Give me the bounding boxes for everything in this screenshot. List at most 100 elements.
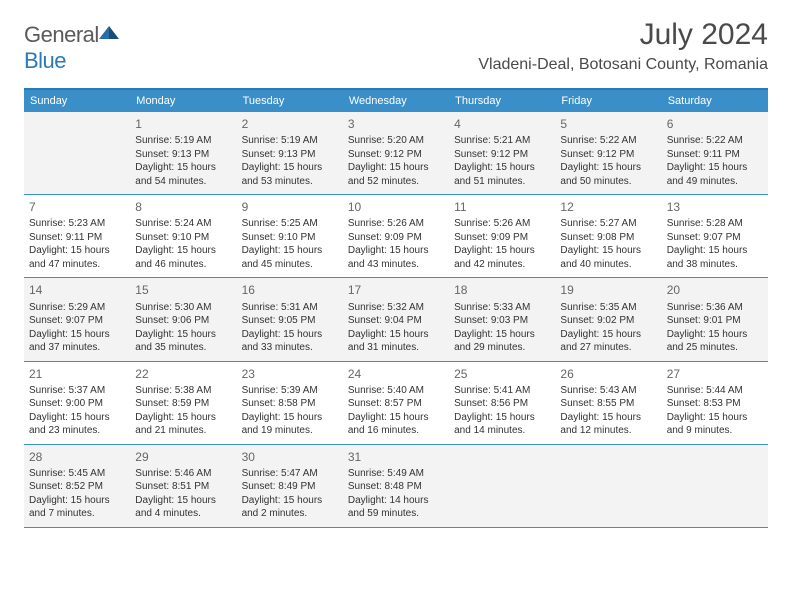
day-info-line: Sunrise: 5:26 AM (454, 217, 550, 231)
day-info-line: Sunset: 8:58 PM (242, 397, 338, 411)
day-number: 7 (29, 199, 125, 215)
day-info-line: Sunrise: 5:29 AM (29, 301, 125, 315)
calendar-day-cell: 24Sunrise: 5:40 AMSunset: 8:57 PMDayligh… (343, 361, 449, 444)
day-info-line: Daylight: 15 hours and 29 minutes. (454, 328, 550, 355)
day-info-line: Sunrise: 5:44 AM (667, 384, 763, 398)
day-info-line: Sunrise: 5:37 AM (29, 384, 125, 398)
day-number: 19 (560, 282, 656, 298)
logo-word-1: General (24, 22, 99, 47)
day-number: 12 (560, 199, 656, 215)
calendar-day-cell: 16Sunrise: 5:31 AMSunset: 9:05 PMDayligh… (237, 278, 343, 361)
day-info-line: Sunset: 8:53 PM (667, 397, 763, 411)
day-number: 24 (348, 366, 444, 382)
day-info-line: Sunset: 9:06 PM (135, 314, 231, 328)
day-info-line: Sunrise: 5:19 AM (242, 134, 338, 148)
day-info-line: Sunset: 9:10 PM (135, 231, 231, 245)
day-info-line: Sunrise: 5:33 AM (454, 301, 550, 315)
calendar-day-cell: 22Sunrise: 5:38 AMSunset: 8:59 PMDayligh… (130, 361, 236, 444)
day-info-line: Daylight: 15 hours and 38 minutes. (667, 244, 763, 271)
calendar-day-cell: 21Sunrise: 5:37 AMSunset: 9:00 PMDayligh… (24, 361, 130, 444)
day-info-line: Sunset: 9:01 PM (667, 314, 763, 328)
day-number: 20 (667, 282, 763, 298)
page-header: GeneralBlue July 2024 Vladeni-Deal, Boto… (24, 18, 768, 74)
calendar-day-cell: 31Sunrise: 5:49 AMSunset: 8:48 PMDayligh… (343, 444, 449, 527)
calendar-day-cell: 10Sunrise: 5:26 AMSunset: 9:09 PMDayligh… (343, 195, 449, 278)
logo-text: GeneralBlue (24, 22, 119, 74)
day-info-line: Daylight: 15 hours and 14 minutes. (454, 411, 550, 438)
day-info-line: Daylight: 15 hours and 25 minutes. (667, 328, 763, 355)
calendar-day-cell: 29Sunrise: 5:46 AMSunset: 8:51 PMDayligh… (130, 444, 236, 527)
day-number: 25 (454, 366, 550, 382)
day-info-line: Daylight: 15 hours and 47 minutes. (29, 244, 125, 271)
day-info-line: Sunrise: 5:35 AM (560, 301, 656, 315)
logo: GeneralBlue (24, 22, 119, 74)
day-info-line: Daylight: 15 hours and 52 minutes. (348, 161, 444, 188)
day-info-line: Sunrise: 5:27 AM (560, 217, 656, 231)
calendar-day-cell: 30Sunrise: 5:47 AMSunset: 8:49 PMDayligh… (237, 444, 343, 527)
calendar-day-cell (449, 444, 555, 527)
day-info-line: Sunset: 8:49 PM (242, 480, 338, 494)
calendar-day-cell: 8 Sunrise: 5:24 AMSunset: 9:10 PMDaylight… (130, 195, 236, 278)
day-info-line: Sunset: 9:12 PM (454, 148, 550, 162)
calendar-page: GeneralBlue July 2024 Vladeni-Deal, Boto… (0, 0, 792, 546)
day-header: Tuesday (237, 89, 343, 112)
day-number: 27 (667, 366, 763, 382)
day-info-line: Daylight: 15 hours and 12 minutes. (560, 411, 656, 438)
day-number: 28 (29, 449, 125, 465)
day-info-line: Daylight: 15 hours and 43 minutes. (348, 244, 444, 271)
day-info-line: Sunset: 9:11 PM (667, 148, 763, 162)
calendar-day-cell: 3Sunrise: 5:20 AMSunset: 9:12 PMDaylight… (343, 112, 449, 195)
day-info-line: Daylight: 15 hours and 45 minutes. (242, 244, 338, 271)
day-number: 8 (135, 199, 231, 215)
day-info-line: Daylight: 15 hours and 42 minutes. (454, 244, 550, 271)
calendar-day-cell: 13Sunrise: 5:28 AMSunset: 9:07 PMDayligh… (662, 195, 768, 278)
day-number: 29 (135, 449, 231, 465)
day-info-line: Daylight: 15 hours and 46 minutes. (135, 244, 231, 271)
location-text: Vladeni-Deal, Botosani County, Romania (478, 56, 768, 74)
day-number: 4 (454, 116, 550, 132)
day-info-line: Sunrise: 5:20 AM (348, 134, 444, 148)
calendar-day-cell: 14Sunrise: 5:29 AMSunset: 9:07 PMDayligh… (24, 278, 130, 361)
day-info-line: Sunrise: 5:24 AM (135, 217, 231, 231)
day-number: 30 (242, 449, 338, 465)
day-info-line: Daylight: 15 hours and 37 minutes. (29, 328, 125, 355)
calendar-week-row: 28Sunrise: 5:45 AMSunset: 8:52 PMDayligh… (24, 444, 768, 527)
logo-word-2: Blue (24, 48, 66, 73)
calendar-day-cell: 12Sunrise: 5:27 AMSunset: 9:08 PMDayligh… (555, 195, 661, 278)
day-number: 5 (560, 116, 656, 132)
day-info-line: Sunset: 8:59 PM (135, 397, 231, 411)
calendar-day-cell: 7Sunrise: 5:23 AMSunset: 9:11 PMDaylight… (24, 195, 130, 278)
calendar-week-row: 7Sunrise: 5:23 AMSunset: 9:11 PMDaylight… (24, 195, 768, 278)
day-number: 21 (29, 366, 125, 382)
day-info-line: Sunset: 8:56 PM (454, 397, 550, 411)
calendar-day-cell: 17Sunrise: 5:32 AMSunset: 9:04 PMDayligh… (343, 278, 449, 361)
day-info-line: Sunrise: 5:25 AM (242, 217, 338, 231)
calendar-day-cell (662, 444, 768, 527)
calendar-day-cell: 15Sunrise: 5:30 AMSunset: 9:06 PMDayligh… (130, 278, 236, 361)
day-number: 31 (348, 449, 444, 465)
calendar-body: 1Sunrise: 5:19 AMSunset: 9:13 PMDaylight… (24, 112, 768, 527)
header-right: July 2024 Vladeni-Deal, Botosani County,… (478, 18, 768, 74)
day-number: 9 (242, 199, 338, 215)
day-info-line: Sunset: 9:05 PM (242, 314, 338, 328)
day-info-line: Sunset: 9:13 PM (135, 148, 231, 162)
day-info-line: Sunrise: 5:45 AM (29, 467, 125, 481)
day-info-line: Daylight: 15 hours and 27 minutes. (560, 328, 656, 355)
day-info-line: Sunrise: 5:49 AM (348, 467, 444, 481)
day-info-line: Sunset: 9:02 PM (560, 314, 656, 328)
day-info-line: Daylight: 15 hours and 21 minutes. (135, 411, 231, 438)
day-info-line: Sunrise: 5:23 AM (29, 217, 125, 231)
day-info-line: Daylight: 15 hours and 51 minutes. (454, 161, 550, 188)
day-info-line: Daylight: 15 hours and 54 minutes. (135, 161, 231, 188)
day-info-line: Sunrise: 5:21 AM (454, 134, 550, 148)
calendar-day-cell: 25Sunrise: 5:41 AMSunset: 8:56 PMDayligh… (449, 361, 555, 444)
day-number: 6 (667, 116, 763, 132)
day-info-line: Daylight: 15 hours and 19 minutes. (242, 411, 338, 438)
calendar-day-cell (24, 112, 130, 195)
day-number: 26 (560, 366, 656, 382)
day-info-line: Sunset: 9:09 PM (348, 231, 444, 245)
calendar-week-row: 14Sunrise: 5:29 AMSunset: 9:07 PMDayligh… (24, 278, 768, 361)
day-info-line: Sunset: 9:07 PM (667, 231, 763, 245)
calendar-day-cell (555, 444, 661, 527)
calendar-day-cell: 26Sunrise: 5:43 AMSunset: 8:55 PMDayligh… (555, 361, 661, 444)
